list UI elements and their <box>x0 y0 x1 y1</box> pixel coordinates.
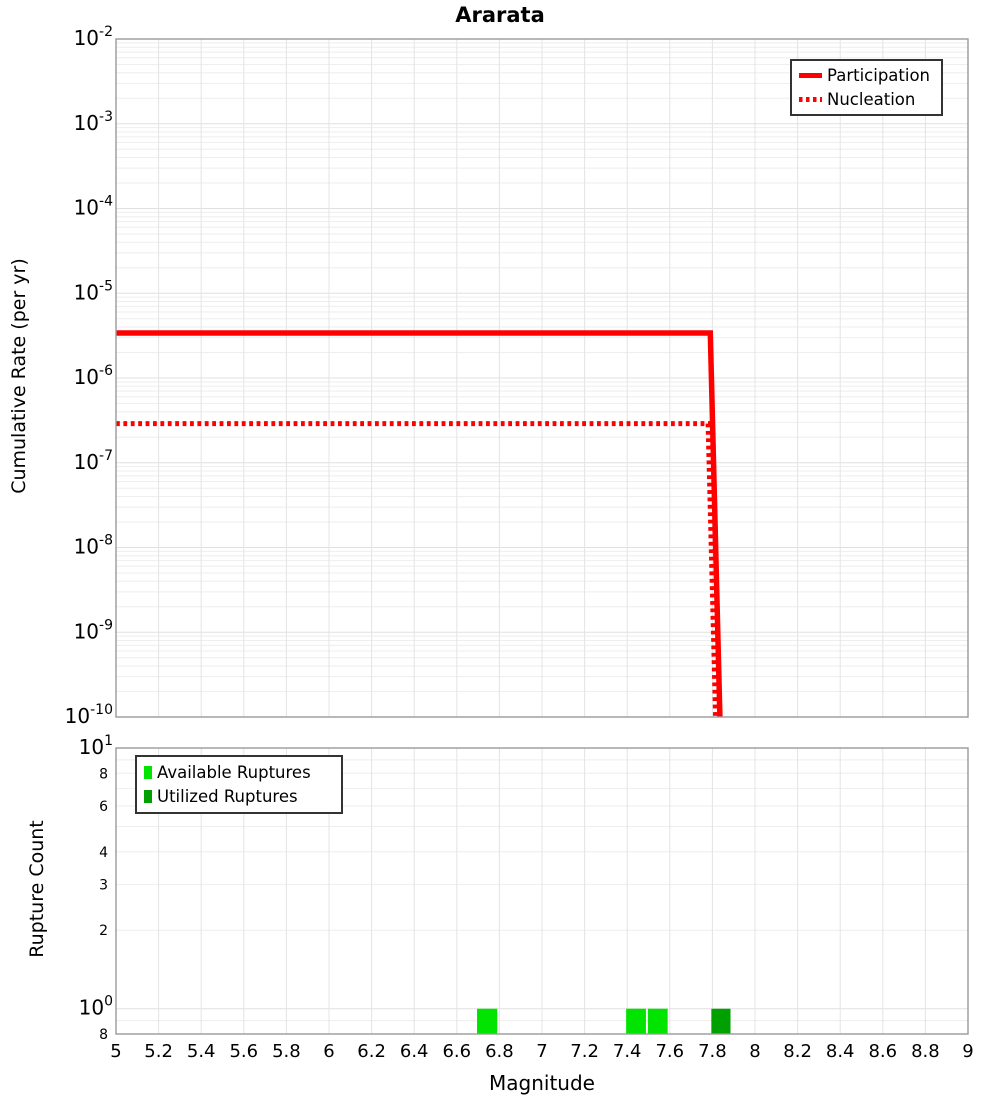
x-axis-title: Magnitude <box>116 1071 968 1095</box>
x-tick-label: 7.4 <box>613 1041 642 1062</box>
figure: 5 5.2 5.4 5.6 5.8 6 6.2 6.4 6.6 6.8 7 7.2 7.4 7.6 7.8 8… <box>0 0 1000 1100</box>
utilized-ruptures-swatch <box>144 790 152 803</box>
participation-line-sample <box>799 73 822 78</box>
legend-item-nucleation: Nucleation <box>799 90 934 109</box>
top-y-tick-label: 10-9 <box>74 617 113 643</box>
x-tick-label: 8.8 <box>911 1041 940 1062</box>
top-y-tick-label: 10-4 <box>74 194 114 220</box>
plot-svg: 5 5.2 5.4 5.6 5.8 6 6.2 6.4 6.6 6.8 7 7.2 7.4 7.6 7.8 8… <box>0 0 1000 1100</box>
x-tick-label: 5.4 <box>187 1041 216 1062</box>
x-tick-label: 7.8 <box>698 1041 727 1062</box>
legend-label-available-ruptures: Available Ruptures <box>157 763 311 782</box>
x-tick-label: 7.6 <box>655 1041 684 1062</box>
chart-title: Ararata <box>0 3 1000 27</box>
top-y-tick-label: 10-6 <box>74 363 114 389</box>
top-y-tick-label: 10-3 <box>74 109 113 135</box>
x-tick-label: 7.2 <box>570 1041 599 1062</box>
nucleation-line-sample <box>799 97 822 102</box>
available-ruptures-bar <box>648 1009 668 1034</box>
nucleation-line <box>116 424 716 717</box>
legend-item-utilized-ruptures: Utilized Ruptures <box>144 787 334 806</box>
x-tick-label: 8.6 <box>868 1041 897 1062</box>
bottom-y-tick-label: 101 <box>79 733 113 759</box>
x-tick-label: 5 <box>110 1041 121 1062</box>
bottom-legend: Available Ruptures Utilized Ruptures <box>135 755 343 814</box>
legend-label-utilized-ruptures: Utilized Ruptures <box>157 787 298 806</box>
bottom-y-minor-tick-label: 8 <box>99 766 108 782</box>
x-tick-label: 6.6 <box>442 1041 471 1062</box>
top-y-tick-label: 10-8 <box>74 533 113 559</box>
bottom-y-minor-tick-label: 4 <box>99 845 108 861</box>
available-ruptures-swatch <box>144 766 152 779</box>
top-y-tick-label: 10-10 <box>65 702 113 728</box>
available-ruptures-bar <box>477 1009 497 1034</box>
x-tick-label: 6 <box>323 1041 334 1062</box>
x-tick-label: 5.8 <box>272 1041 301 1062</box>
x-tick-label: 5.2 <box>144 1041 173 1062</box>
x-tick-label: 7 <box>536 1041 547 1062</box>
legend-item-participation: Participation <box>799 66 934 85</box>
top-y-tick-label: 10-7 <box>74 448 113 474</box>
x-tick-label: 6.4 <box>400 1041 429 1062</box>
legend-item-available-ruptures: Available Ruptures <box>144 763 334 782</box>
x-tick-label: 5.6 <box>229 1041 258 1062</box>
x-tick-label: 6.8 <box>485 1041 514 1062</box>
x-tick-label: 8.2 <box>783 1041 812 1062</box>
x-tick-label: 8.4 <box>826 1041 855 1062</box>
legend-label-participation: Participation <box>827 66 930 85</box>
legend-label-nucleation: Nucleation <box>827 90 915 109</box>
top-y-tick-label: 10-2 <box>74 24 113 50</box>
top-legend: Participation Nucleation <box>790 59 943 116</box>
bottom-y-minor-tick-label: 3 <box>99 877 108 893</box>
available-ruptures-bar <box>626 1009 646 1034</box>
bottom-y-minor-tick-label: 2 <box>99 923 108 939</box>
top-y-axis-title: Cumulative Rate (per yr) <box>8 176 30 576</box>
bottom-y-minor-tick-label: 6 <box>99 799 108 815</box>
utilized-ruptures-bar <box>711 1009 730 1034</box>
x-tick-label: 8 <box>749 1041 760 1062</box>
x-tick-label: 9 <box>962 1041 973 1062</box>
top-y-tick-label: 10-5 <box>74 278 113 304</box>
bottom-y-tick-label: 100 <box>79 994 113 1020</box>
participation-line <box>116 333 720 717</box>
bottom-y-minor-tick-label: 8 <box>99 1027 108 1043</box>
bottom-y-axis-title: Rupture Count <box>26 739 48 1039</box>
x-tick-label: 6.2 <box>357 1041 386 1062</box>
